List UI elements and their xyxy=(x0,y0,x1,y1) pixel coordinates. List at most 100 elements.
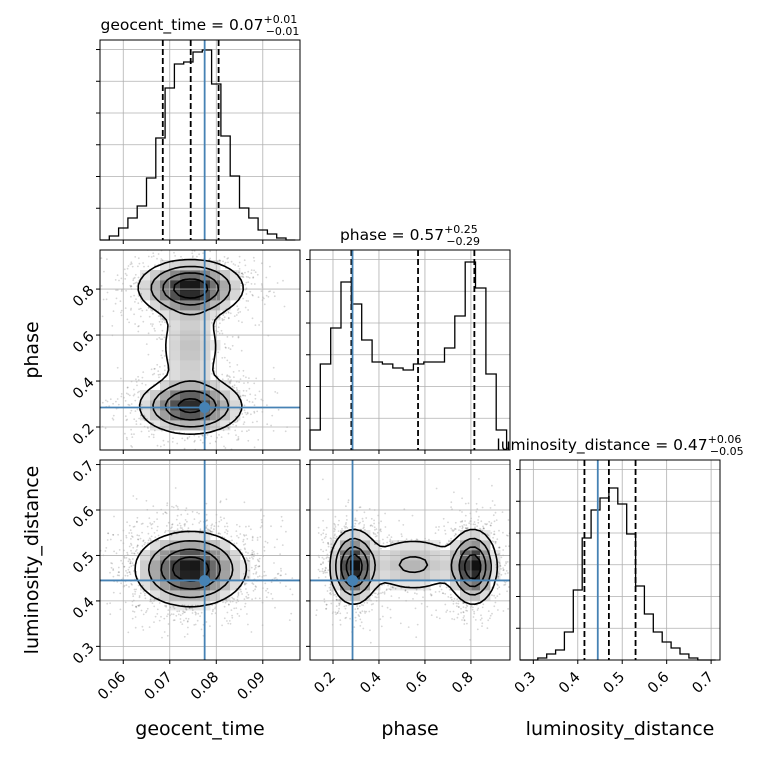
sample-point xyxy=(131,536,134,538)
sample-point xyxy=(228,603,230,606)
sample-point xyxy=(160,354,163,357)
sample-point xyxy=(131,617,134,620)
sample-point xyxy=(330,543,333,546)
sample-point xyxy=(322,561,324,563)
sample-point xyxy=(454,528,457,530)
sample-point xyxy=(507,534,509,537)
sample-point xyxy=(428,538,430,541)
sample-point xyxy=(171,523,174,525)
sample-point xyxy=(444,603,447,606)
sample-point xyxy=(416,593,418,595)
sample-point xyxy=(136,544,139,547)
sample-point xyxy=(323,570,325,573)
sample-point xyxy=(159,366,161,368)
sample-point xyxy=(164,511,167,514)
sample-point xyxy=(250,631,253,633)
grid-layer xyxy=(100,40,720,660)
density-cell xyxy=(360,590,371,601)
sample-point xyxy=(464,514,467,517)
sample-point xyxy=(237,536,240,539)
sample-point xyxy=(330,602,333,605)
sample-point xyxy=(89,546,91,548)
sample-point xyxy=(132,279,135,282)
sample-point xyxy=(359,611,361,614)
density-cell xyxy=(180,340,191,351)
sample-point xyxy=(227,432,230,435)
sample-point xyxy=(265,276,268,279)
density-cell xyxy=(230,570,241,581)
sample-point xyxy=(252,276,255,279)
sample-point xyxy=(273,291,275,294)
sample-point xyxy=(152,505,155,508)
sample-point xyxy=(226,532,229,535)
sample-point xyxy=(140,403,143,406)
panel-frame xyxy=(519,459,721,661)
density-cell xyxy=(160,560,171,571)
sample-point xyxy=(324,569,327,572)
sample-point xyxy=(465,524,468,526)
sample-point xyxy=(251,536,254,539)
sample-point xyxy=(219,533,222,535)
sample-point xyxy=(463,524,465,526)
sample-point xyxy=(380,547,382,550)
sample-point xyxy=(152,252,155,255)
sample-point xyxy=(340,531,343,534)
sample-point xyxy=(243,259,246,262)
sample-point xyxy=(248,560,250,562)
sample-point xyxy=(500,573,503,576)
sample-point xyxy=(373,533,375,535)
density-cell xyxy=(160,280,171,291)
density-cell xyxy=(150,300,161,311)
sample-point xyxy=(147,307,150,309)
sample-point xyxy=(129,412,132,414)
density-cell xyxy=(410,540,421,551)
sample-point xyxy=(164,321,166,324)
sample-point xyxy=(248,569,251,572)
sample-point xyxy=(161,259,164,261)
sample-point xyxy=(251,421,254,424)
sample-point xyxy=(492,536,494,539)
sample-point xyxy=(135,605,138,608)
sample-point xyxy=(462,616,465,619)
sample-point xyxy=(183,439,186,442)
sample-point xyxy=(242,297,245,300)
x-tick-label: 0.09 xyxy=(235,669,269,703)
sample-point xyxy=(160,258,163,260)
sample-point xyxy=(210,435,213,438)
sample-point xyxy=(407,626,410,628)
sample-point xyxy=(281,544,284,546)
sample-point xyxy=(226,611,229,614)
density-cell xyxy=(360,530,371,541)
sample-point xyxy=(500,556,503,559)
sample-point xyxy=(495,519,498,521)
density-cell xyxy=(460,530,471,541)
sample-point xyxy=(224,447,227,449)
sample-point xyxy=(498,572,500,575)
sample-point xyxy=(226,336,229,338)
sample-point xyxy=(153,327,156,330)
sample-point xyxy=(242,423,245,425)
sample-point xyxy=(251,598,254,601)
density-cell xyxy=(410,560,421,571)
sample-point xyxy=(211,530,214,533)
sample-point xyxy=(227,311,230,313)
sample-point xyxy=(381,605,384,608)
sample-point xyxy=(209,529,211,532)
sample-point xyxy=(458,529,460,531)
sample-point xyxy=(118,279,120,282)
sample-point xyxy=(505,570,508,572)
sample-point xyxy=(112,418,115,421)
sample-point xyxy=(401,535,403,538)
sample-point xyxy=(491,540,494,542)
sample-point xyxy=(439,541,441,544)
sample-point xyxy=(246,613,248,615)
sample-point xyxy=(255,377,258,380)
density-cell xyxy=(220,280,231,291)
sample-point xyxy=(127,568,130,571)
sample-point xyxy=(273,546,276,549)
sample-point xyxy=(193,250,196,252)
x-axis-label: phase xyxy=(381,718,438,740)
sample-point xyxy=(313,399,315,401)
histogram-phase xyxy=(309,261,508,450)
histogram-geocent_time xyxy=(100,49,296,241)
